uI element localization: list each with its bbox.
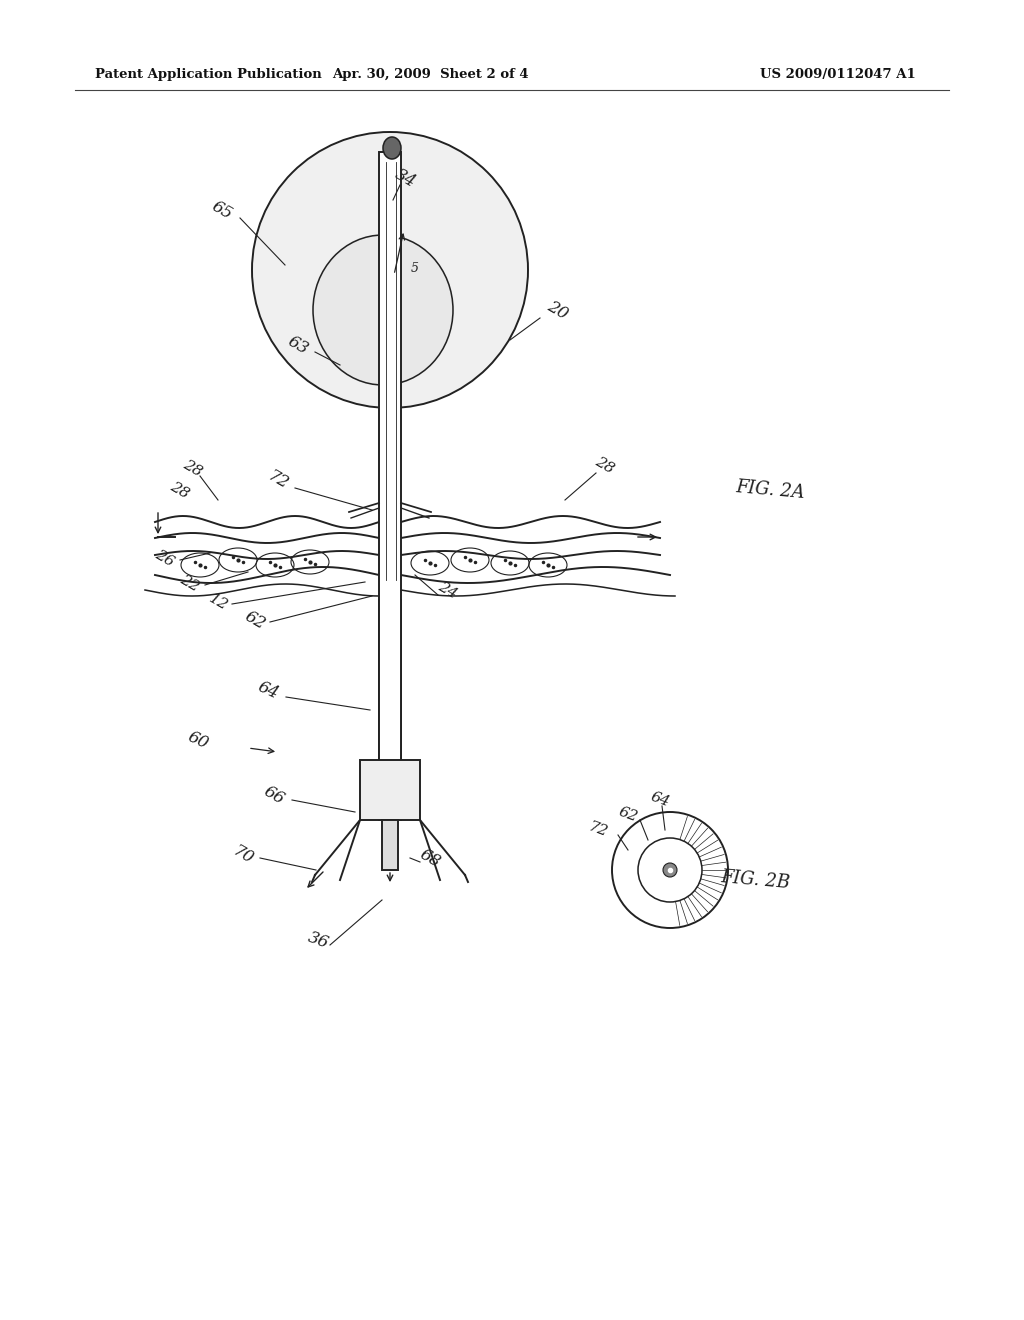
Text: Apr. 30, 2009  Sheet 2 of 4: Apr. 30, 2009 Sheet 2 of 4 (332, 69, 528, 81)
Text: 72: 72 (264, 467, 292, 492)
Text: 60: 60 (184, 727, 211, 752)
Circle shape (663, 863, 677, 876)
Circle shape (638, 838, 702, 902)
Text: 68: 68 (417, 845, 443, 871)
Text: 72: 72 (587, 820, 609, 840)
Ellipse shape (313, 235, 453, 385)
Text: 36: 36 (305, 928, 331, 952)
Text: 26: 26 (153, 546, 177, 569)
Text: 24: 24 (436, 579, 460, 601)
Text: FIG. 2A: FIG. 2A (735, 478, 806, 502)
Text: 28: 28 (168, 479, 191, 500)
Text: 28: 28 (593, 454, 616, 477)
Bar (379, 601, 401, 760)
Text: 34: 34 (391, 165, 419, 190)
Text: FIG. 2B: FIG. 2B (720, 869, 791, 892)
Text: 64: 64 (255, 677, 282, 702)
Text: 64: 64 (648, 791, 672, 810)
Text: Patent Application Publication: Patent Application Publication (95, 69, 322, 81)
Text: 62: 62 (242, 607, 268, 632)
Text: 22: 22 (178, 572, 202, 594)
Bar (360, 760, 420, 820)
Bar (379, 152, 401, 820)
Text: 12: 12 (206, 591, 230, 612)
Circle shape (252, 132, 528, 408)
Text: 66: 66 (260, 783, 288, 808)
Text: 63: 63 (285, 333, 311, 358)
Text: US 2009/0112047 A1: US 2009/0112047 A1 (760, 69, 915, 81)
Text: 62: 62 (616, 805, 640, 825)
Text: 70: 70 (229, 842, 256, 867)
Text: 20: 20 (545, 297, 571, 322)
Bar (382, 820, 398, 870)
Circle shape (612, 812, 728, 928)
Text: 5: 5 (411, 261, 419, 275)
Ellipse shape (383, 137, 401, 158)
Text: 65: 65 (209, 197, 236, 223)
Text: 28: 28 (181, 457, 205, 479)
